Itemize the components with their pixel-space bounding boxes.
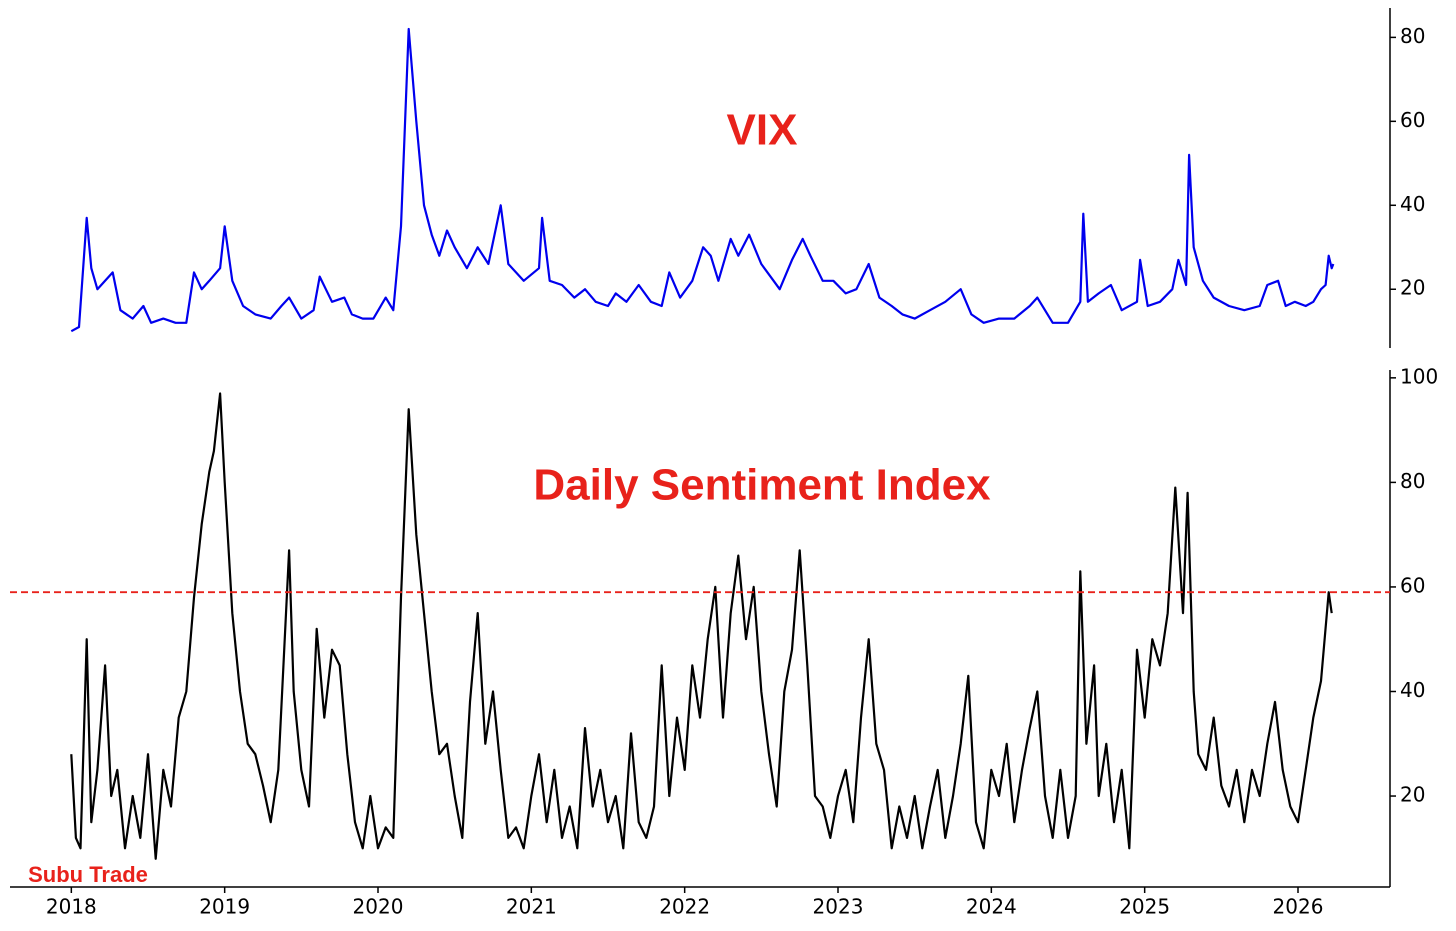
x-tick-label: 2024 <box>966 895 1017 919</box>
y-tick-label: 80 <box>1400 469 1425 493</box>
data-line <box>70 392 1333 860</box>
x-tick-label: 2020 <box>353 895 404 919</box>
annotation: Daily Sentiment Index <box>533 461 991 510</box>
x-tick-label: 2021 <box>506 895 557 919</box>
x-tick-label: 2025 <box>1119 895 1170 919</box>
y-tick-label: 60 <box>1400 573 1425 597</box>
y-tick-label: 80 <box>1400 24 1425 48</box>
x-tick-label: 2019 <box>199 895 250 919</box>
y-tick-label: 60 <box>1400 108 1425 132</box>
annotation: Subu Trade <box>28 862 148 887</box>
data-line <box>70 27 1335 333</box>
x-tick-label: 2023 <box>813 895 864 919</box>
x-tick-label: 2026 <box>1273 895 1324 919</box>
y-tick-label: 40 <box>1400 678 1425 702</box>
x-tick-label: 2018 <box>46 895 97 919</box>
x-tick-label: 2022 <box>659 895 710 919</box>
y-tick-label: 40 <box>1400 192 1425 216</box>
y-tick-label: 20 <box>1400 276 1425 300</box>
annotation: VIX <box>727 106 798 155</box>
y-tick-label: 20 <box>1400 783 1425 807</box>
y-tick-label: 100 <box>1400 364 1438 388</box>
